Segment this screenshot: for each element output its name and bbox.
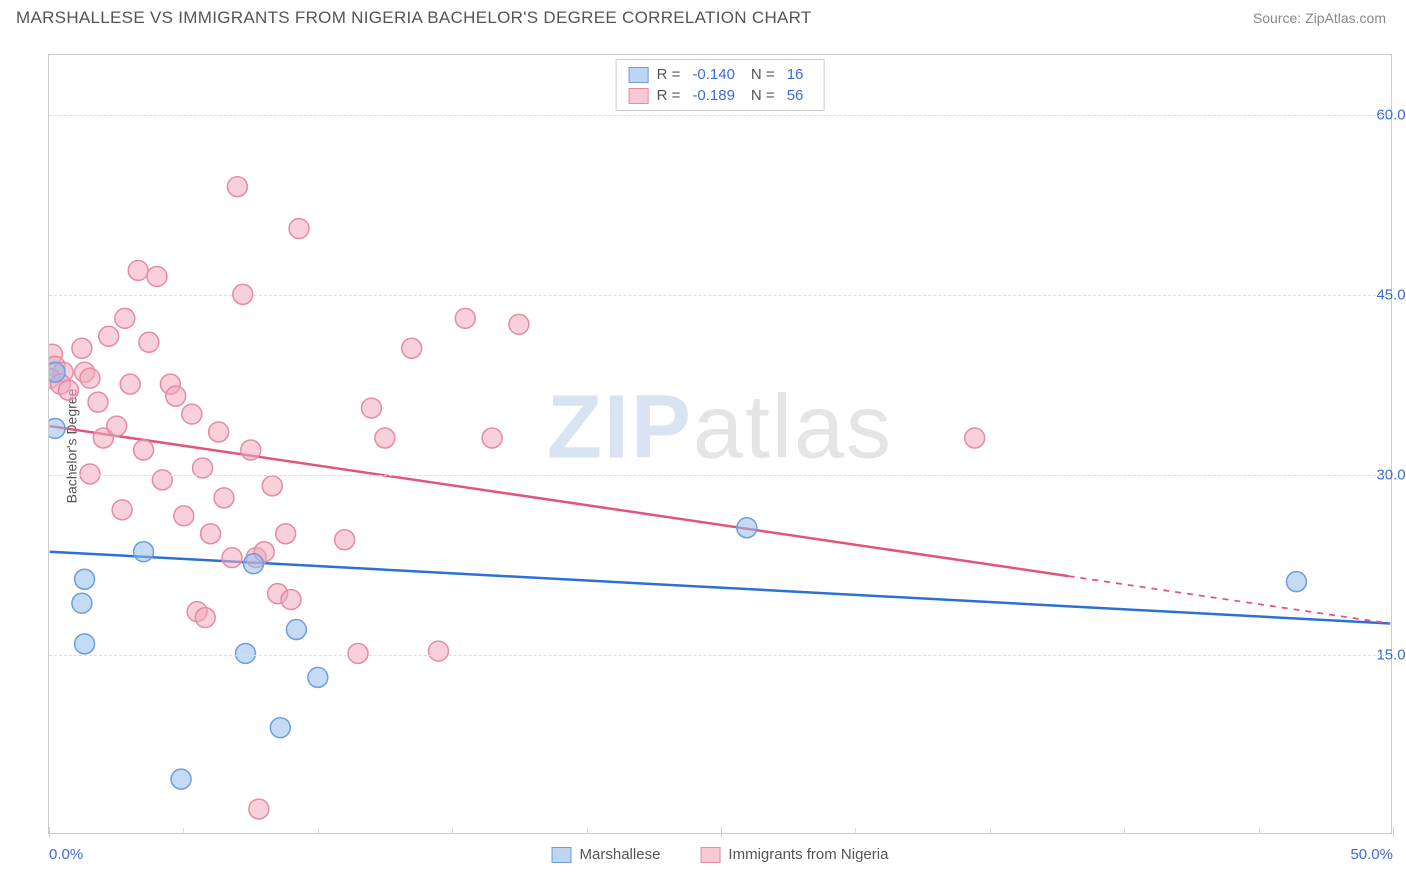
data-point xyxy=(429,641,449,661)
chart-frame: ZIPatlas R = -0.140 N = 16 R = -0.189 N … xyxy=(48,54,1392,834)
data-point xyxy=(107,416,127,436)
x-tick-minor xyxy=(318,828,319,834)
data-point xyxy=(262,476,282,496)
x-tick-label: 0.0% xyxy=(49,846,83,863)
legend-r-value: -0.140 xyxy=(692,66,735,83)
legend-r-label: R = xyxy=(657,87,681,104)
data-point xyxy=(965,428,985,448)
data-point xyxy=(308,667,328,687)
data-point xyxy=(235,643,255,663)
data-point xyxy=(171,769,191,789)
data-point xyxy=(244,554,264,574)
gridline xyxy=(49,655,1391,656)
x-tick-minor xyxy=(183,828,184,834)
data-point xyxy=(335,530,355,550)
data-point xyxy=(214,488,234,508)
correlation-legend: R = -0.140 N = 16 R = -0.189 N = 56 xyxy=(616,59,825,111)
data-point xyxy=(402,338,422,358)
data-point xyxy=(737,518,757,538)
gridline xyxy=(49,295,1391,296)
data-point xyxy=(361,398,381,418)
trendline-dashed xyxy=(1069,576,1391,623)
legend-item: Marshallese xyxy=(552,846,661,863)
legend-r-label: R = xyxy=(657,66,681,83)
legend-n-label: N = xyxy=(751,66,775,83)
x-tick-minor xyxy=(990,828,991,834)
legend-n-value: 56 xyxy=(787,87,804,104)
data-point xyxy=(134,440,154,460)
data-point xyxy=(115,308,135,328)
plot-svg xyxy=(49,55,1391,833)
x-tick-minor xyxy=(452,828,453,834)
data-point xyxy=(348,643,368,663)
data-point xyxy=(80,464,100,484)
data-point xyxy=(120,374,140,394)
data-point xyxy=(249,799,269,819)
legend-swatch xyxy=(629,88,649,104)
data-point xyxy=(286,620,306,640)
legend-label: Marshallese xyxy=(580,846,661,863)
legend-item: Immigrants from Nigeria xyxy=(700,846,888,863)
x-tick-major xyxy=(721,827,722,837)
header: MARSHALLESE VS IMMIGRANTS FROM NIGERIA B… xyxy=(0,0,1406,32)
data-point xyxy=(166,386,186,406)
data-point xyxy=(49,418,65,438)
x-tick-label: 50.0% xyxy=(1350,846,1393,863)
data-point xyxy=(72,593,92,613)
data-point xyxy=(289,219,309,239)
data-point xyxy=(509,314,529,334)
data-point xyxy=(128,260,148,280)
data-point xyxy=(112,500,132,520)
x-tick-major xyxy=(1393,827,1394,837)
legend-label: Immigrants from Nigeria xyxy=(728,846,888,863)
data-point xyxy=(80,368,100,388)
data-point xyxy=(482,428,502,448)
data-point xyxy=(201,524,221,544)
data-point xyxy=(75,569,95,589)
source-label: Source: ZipAtlas.com xyxy=(1253,10,1386,26)
data-point xyxy=(270,718,290,738)
data-point xyxy=(174,506,194,526)
data-point xyxy=(209,422,229,442)
legend-row: R = -0.189 N = 56 xyxy=(629,85,812,106)
data-point xyxy=(195,608,215,628)
data-point xyxy=(182,404,202,424)
data-point xyxy=(241,440,261,460)
series-legend: Marshallese Immigrants from Nigeria xyxy=(552,846,889,863)
data-point xyxy=(281,590,301,610)
legend-r-value: -0.189 xyxy=(692,87,735,104)
legend-swatch xyxy=(629,67,649,83)
x-tick-minor xyxy=(587,828,588,834)
data-point xyxy=(455,308,475,328)
x-tick-minor xyxy=(1124,828,1125,834)
data-point xyxy=(49,362,65,382)
legend-n-value: 16 xyxy=(787,66,804,83)
legend-swatch xyxy=(552,847,572,863)
legend-n-label: N = xyxy=(751,87,775,104)
legend-row: R = -0.140 N = 16 xyxy=(629,64,812,85)
data-point xyxy=(88,392,108,412)
data-point xyxy=(59,380,79,400)
data-point xyxy=(152,470,172,490)
data-point xyxy=(139,332,159,352)
data-point xyxy=(134,542,154,562)
data-point xyxy=(276,524,296,544)
data-point xyxy=(222,548,242,568)
chart-title: MARSHALLESE VS IMMIGRANTS FROM NIGERIA B… xyxy=(16,8,812,28)
data-point xyxy=(147,266,167,286)
trendline xyxy=(50,426,1069,576)
gridline xyxy=(49,115,1391,116)
data-point xyxy=(1286,572,1306,592)
data-point xyxy=(227,177,247,197)
x-tick-minor xyxy=(855,828,856,834)
data-point xyxy=(99,326,119,346)
data-point xyxy=(72,338,92,358)
legend-swatch xyxy=(700,847,720,863)
x-tick-major xyxy=(49,827,50,837)
data-point xyxy=(75,634,95,654)
data-point xyxy=(375,428,395,448)
x-tick-minor xyxy=(1259,828,1260,834)
gridline xyxy=(49,475,1391,476)
